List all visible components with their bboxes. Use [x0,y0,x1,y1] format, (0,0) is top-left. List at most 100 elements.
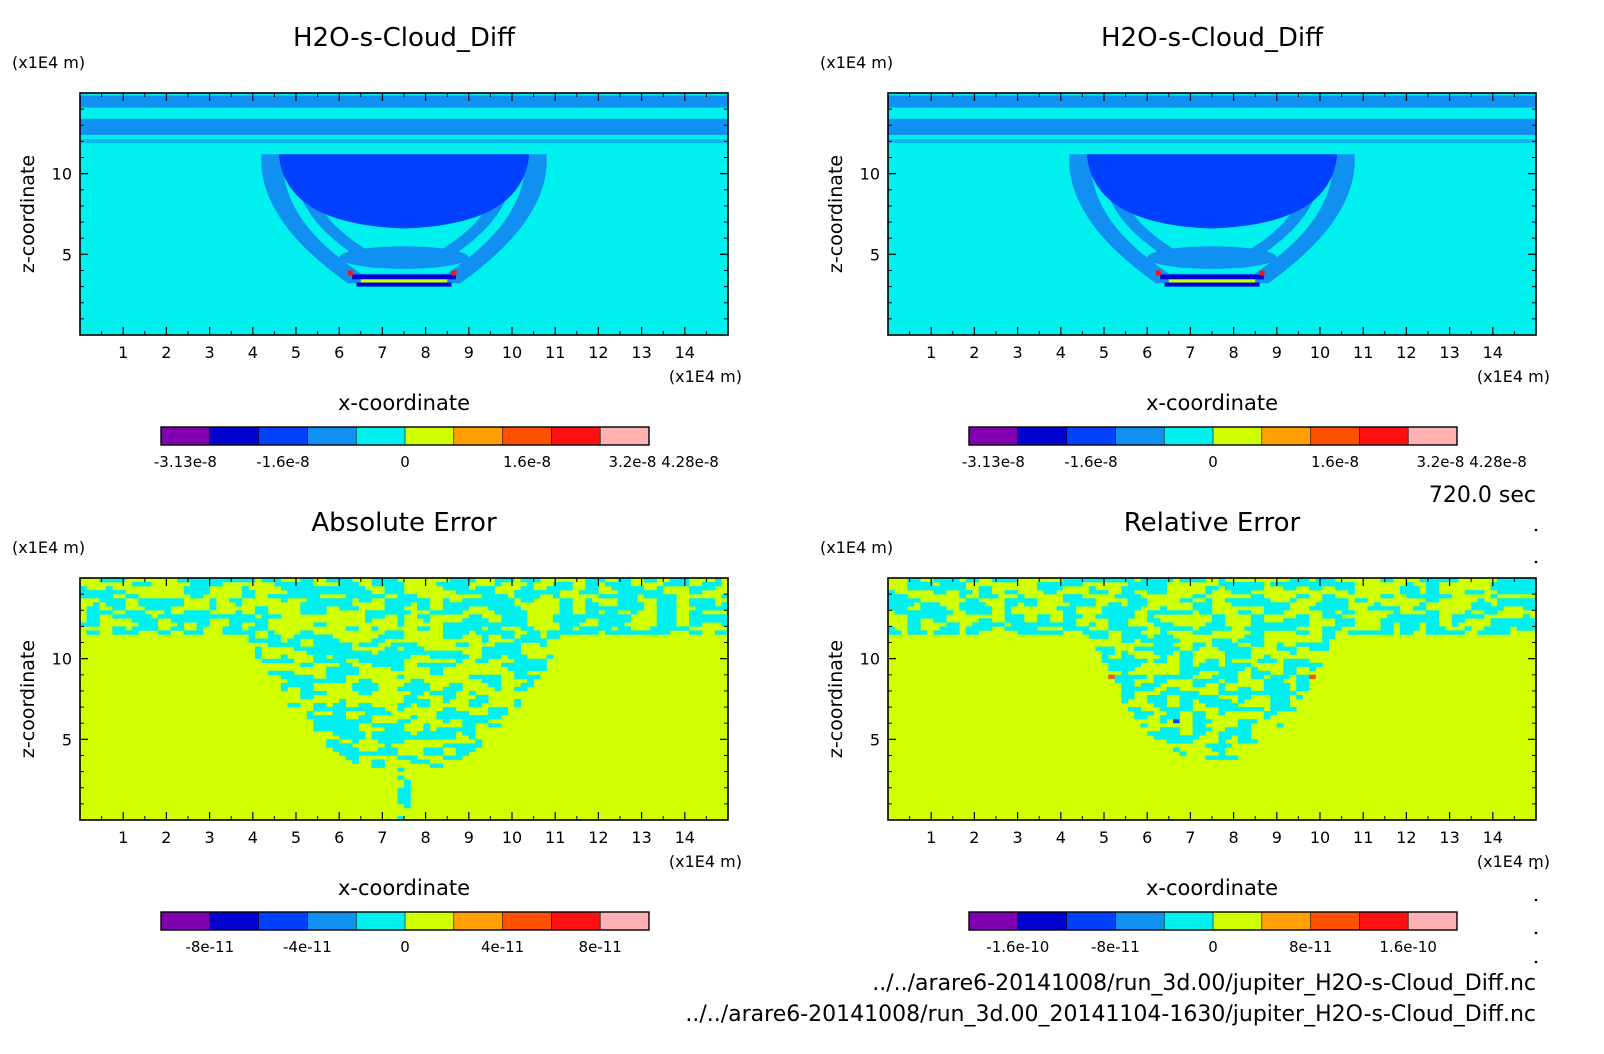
x-tick-label: 11 [545,343,565,362]
colorbar-swatch [405,427,455,445]
heatmap-field [80,578,728,820]
x-tick-label: 14 [675,828,695,847]
colorbar-swatch [209,912,259,930]
chart-title: Relative Error [1124,508,1301,538]
x-tick-label: 14 [675,343,695,362]
colorbar-swatch [1164,912,1214,930]
margin-dot [1534,866,1538,870]
x-tick-label: 4 [248,343,258,362]
colorbar-swatch [551,427,601,445]
y-unit-label: (x1E4 m) [820,53,893,72]
x-tick-label: 12 [588,828,608,847]
colorbar: -3.13e-8 -1.6e-8 0 1.6e-8 3.2e-8 4.28e-8 [962,426,1527,471]
x-tick-label: 9 [1272,343,1282,362]
colorbar-label: 8e-11 [579,938,622,956]
x-unit-label: (x1E4 m) [1477,852,1550,871]
colorbar-swatch [307,912,357,930]
x-tick-label: 2 [161,343,171,362]
colorbar-label: 8e-11 [1289,938,1332,956]
file-path-1: ../../arare6-20141008/run_3d.00/jupiter_… [872,971,1536,996]
colorbar-swatch [1310,427,1360,445]
colorbar-swatch [1115,912,1165,930]
heatmap-field [888,578,1536,820]
colorbar-label: 0 [1208,938,1218,956]
colorbar: -8e-11 -4e-11 0 4e-11 8e-11 [160,911,650,956]
y-unit-label: (x1E4 m) [12,53,85,72]
x-tick-label: 8 [421,828,431,847]
y-tick-label: 5 [62,730,72,749]
colorbar-swatch [1115,427,1165,445]
x-tick-label: 5 [1099,343,1109,362]
x-tick-label: 10 [1310,828,1330,847]
colorbar-swatch [600,427,650,445]
y-unit-label: (x1E4 m) [820,538,893,557]
chart-panel-1: 1 2 3 4 5 6 7 8 9 10 11 12 13 14510H2O-s-Cloud_Diff(x… [12,23,742,471]
colorbar-swatch [356,427,406,445]
noise-cells [888,578,1536,760]
colorbar-label: 1.6e-8 [503,453,551,471]
x-tick-label: 7 [377,343,387,362]
y-axis-label: z-coordinate [17,155,39,273]
x-tick-label: 1 [118,343,128,362]
y-tick-label: 5 [870,730,880,749]
x-tick-label: 2 [969,828,979,847]
x-tick-label: 9 [464,343,474,362]
heatmap-field [80,93,728,335]
colorbar-swatch [969,912,1019,930]
x-tick-label: 12 [1396,343,1416,362]
margin-dot [1534,898,1538,902]
x-tick-label: 2 [969,343,979,362]
colorbar-swatch [453,427,503,445]
chart-panel-2: 1 2 3 4 5 6 7 8 9 10 11 12 13 14510H2O-s-Cloud_Diff(x… [820,23,1550,471]
colorbar-swatch [161,427,211,445]
colorbar-label: -8e-11 [1091,938,1140,956]
x-tick-label: 3 [205,828,215,847]
x-tick-label: 1 [926,828,936,847]
colorbar-label: -4e-11 [283,938,332,956]
x-tick-label: 13 [631,343,651,362]
margin-dot [1534,931,1538,935]
x-tick-label: 4 [1056,828,1066,847]
chart-title: H2O-s-Cloud_Diff [293,23,516,53]
x-tick-label: 4 [1056,343,1066,362]
colorbar-swatch [1310,912,1360,930]
x-tick-label: 3 [205,343,215,362]
x-tick-label: 3 [1013,828,1023,847]
x-tick-label: 8 [1229,828,1239,847]
colorbar-swatch [356,912,406,930]
y-tick-label: 5 [870,245,880,264]
colorbar-label: 1.6e-8 [1311,453,1359,471]
colorbar-swatch [161,912,211,930]
y-tick-label: 10 [860,650,880,669]
x-tick-label: 2 [161,828,171,847]
x-tick-label: 5 [291,343,301,362]
colorbar-swatch [1066,427,1116,445]
x-tick-label: 14 [1483,828,1503,847]
colorbar-label: -1.6e-8 [256,453,309,471]
x-tick-label: 12 [588,343,608,362]
colorbar-label: 0 [400,938,410,956]
y-tick-label: 10 [860,165,880,184]
margin-dot [1534,560,1538,564]
y-unit-label: (x1E4 m) [12,538,85,557]
colorbar-label: 0 [400,453,410,471]
y-axis-label: z-coordinate [825,155,847,273]
colorbar-swatch [258,912,308,930]
x-tick-label: 12 [1396,828,1416,847]
colorbar-label: 4e-11 [481,938,524,956]
x-tick-label: 6 [334,828,344,847]
margin-dot [1534,528,1538,532]
colorbar-swatch [1359,912,1409,930]
colorbar-label: 3.2e-8 4.28e-8 [1416,453,1526,471]
x-tick-label: 11 [1353,828,1373,847]
colorbar-swatch [307,427,357,445]
x-tick-label: 11 [1353,343,1373,362]
x-tick-label: 7 [1185,828,1195,847]
colorbar-swatch [1408,912,1458,930]
x-tick-label: 13 [1439,828,1459,847]
heatmap-field [888,93,1536,335]
y-axis-label: z-coordinate [17,640,39,758]
x-axis-label: x-coordinate [338,391,470,415]
